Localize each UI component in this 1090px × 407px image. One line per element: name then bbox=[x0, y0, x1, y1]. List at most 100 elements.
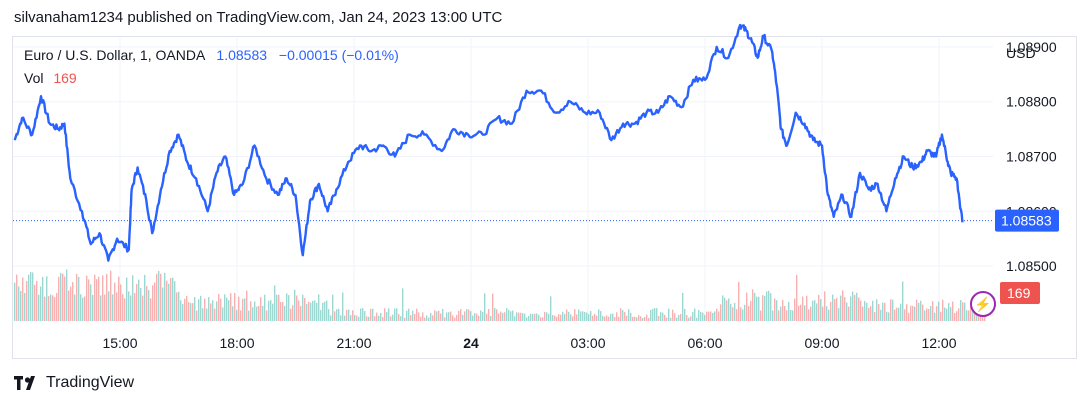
volume-bar bbox=[540, 317, 542, 321]
volume-bar bbox=[476, 313, 478, 321]
volume-bar bbox=[472, 315, 474, 321]
volume-bar bbox=[212, 300, 214, 321]
volume-bar bbox=[306, 303, 308, 321]
volume-bar bbox=[944, 307, 946, 321]
volume-bar bbox=[730, 303, 732, 321]
volume-bar bbox=[480, 310, 482, 321]
volume-bar bbox=[440, 313, 442, 321]
volume-bar bbox=[278, 294, 280, 321]
volume-bar bbox=[466, 309, 468, 321]
volume-bar bbox=[336, 309, 338, 321]
volume-bar bbox=[650, 309, 652, 321]
symbol-name: Euro / U.S. Dollar, 1, OANDA bbox=[24, 47, 205, 63]
volume-bar bbox=[908, 312, 910, 321]
volume-bar bbox=[940, 311, 942, 321]
volume-bar bbox=[538, 314, 540, 321]
volume-bar bbox=[154, 282, 156, 321]
volume-legend[interactable]: Vol 169 bbox=[24, 70, 77, 86]
volume-bar bbox=[752, 289, 754, 321]
volume-bar bbox=[178, 291, 180, 321]
volume-bar bbox=[260, 297, 262, 321]
y-tick-label: 1.08900 bbox=[1006, 39, 1057, 55]
volume-bar bbox=[470, 311, 472, 321]
volume-bar bbox=[658, 315, 660, 321]
volume-bar bbox=[844, 297, 846, 321]
volume-bar bbox=[670, 317, 672, 321]
volume-bar bbox=[862, 306, 864, 321]
volume-bar bbox=[618, 316, 620, 321]
volume-bar bbox=[400, 316, 402, 321]
volume-bar bbox=[460, 308, 462, 321]
volume-bar bbox=[180, 300, 182, 321]
volume-bar bbox=[590, 311, 592, 321]
volume-bar bbox=[134, 293, 136, 321]
volume-bar bbox=[904, 309, 906, 321]
volume-bar bbox=[694, 308, 696, 321]
volume-bar bbox=[26, 281, 28, 321]
volume-bar bbox=[394, 308, 396, 321]
volume-bar bbox=[20, 290, 22, 321]
volume-bar bbox=[774, 298, 776, 321]
volume-bar bbox=[106, 273, 108, 321]
tradingview-logo[interactable]: TradingView bbox=[14, 374, 134, 392]
volume-bar bbox=[734, 302, 736, 321]
volume-bar bbox=[316, 302, 318, 321]
volume-bar bbox=[514, 316, 516, 321]
volume-bar bbox=[594, 313, 596, 321]
volume-bar bbox=[898, 307, 900, 321]
volume-bar bbox=[946, 308, 948, 321]
volume-bar bbox=[80, 294, 82, 321]
volume-bar bbox=[302, 294, 304, 321]
volume-bar bbox=[264, 294, 266, 321]
volume-bar bbox=[324, 301, 326, 321]
volume-bar bbox=[622, 309, 624, 321]
volume-bar bbox=[432, 315, 434, 321]
volume-layer bbox=[14, 269, 986, 321]
volume-bar bbox=[416, 308, 418, 321]
volume-bar bbox=[644, 316, 646, 321]
volume-bar bbox=[152, 285, 154, 321]
volume-bar bbox=[248, 310, 250, 321]
volume-bar bbox=[174, 281, 176, 321]
volume-bar bbox=[412, 310, 414, 321]
volume-bar bbox=[728, 298, 730, 321]
x-tick-label: 06:00 bbox=[687, 335, 722, 351]
x-tick-label: 21:00 bbox=[336, 335, 371, 351]
volume-bar bbox=[240, 310, 242, 321]
volume-bar bbox=[902, 281, 904, 321]
volume-bar bbox=[930, 306, 932, 321]
volume-bar bbox=[78, 276, 80, 321]
tradingview-brand: TradingView bbox=[46, 374, 135, 391]
volume-bar bbox=[550, 296, 552, 321]
lightning-icon[interactable]: ⚡ bbox=[970, 291, 996, 317]
volume-bar bbox=[150, 298, 152, 321]
volume-bar bbox=[294, 289, 296, 321]
chart-frame[interactable] bbox=[12, 36, 1077, 359]
grid-layer bbox=[13, 38, 993, 323]
volume-bar bbox=[378, 315, 380, 321]
volume-bar bbox=[296, 295, 298, 321]
volume-bar bbox=[922, 304, 924, 321]
symbol-legend[interactable]: Euro / U.S. Dollar, 1, OANDA 1.08583 −0.… bbox=[24, 47, 399, 63]
volume-bar bbox=[442, 308, 444, 321]
volume-bar bbox=[232, 306, 234, 321]
volume-bar bbox=[682, 292, 684, 321]
volume-bar bbox=[478, 315, 480, 321]
volume-bar bbox=[130, 295, 132, 321]
volume-bar bbox=[488, 308, 490, 321]
volume-bar bbox=[406, 310, 408, 321]
volume-bar bbox=[138, 279, 140, 321]
volume-bar bbox=[628, 309, 630, 321]
volume-bar bbox=[238, 296, 240, 321]
volume-bar bbox=[568, 311, 570, 321]
volume-bar bbox=[970, 306, 972, 321]
volume-bar bbox=[156, 273, 158, 321]
volume-bar bbox=[792, 310, 794, 321]
volume-bar bbox=[204, 298, 206, 321]
volume-bar bbox=[616, 312, 618, 321]
volume-bar bbox=[786, 310, 788, 321]
volume-bar bbox=[736, 309, 738, 321]
volume-bar bbox=[456, 314, 458, 321]
volume-bar bbox=[828, 309, 830, 321]
volume-bar bbox=[18, 286, 20, 321]
